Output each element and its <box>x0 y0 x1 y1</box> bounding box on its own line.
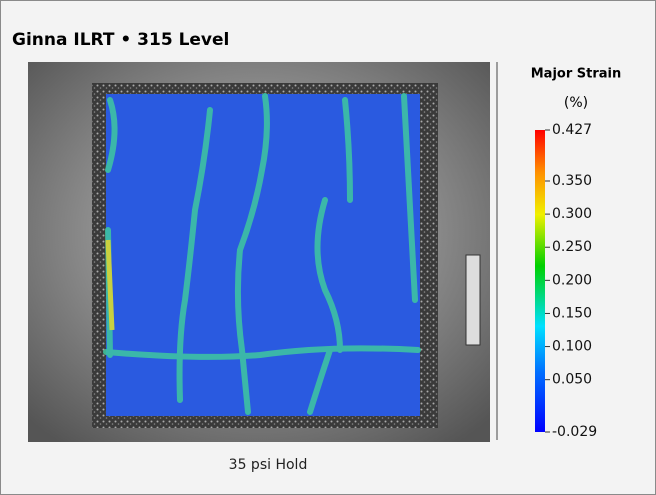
colorbar-tick-label: 0.150 <box>552 305 592 321</box>
colorbar-tick-label: 0.350 <box>552 173 592 189</box>
strain-image <box>28 62 490 442</box>
colorbar-tick-label: 0.100 <box>552 339 592 355</box>
colorbar-unit: (%) <box>564 95 588 111</box>
colorbar-tick-label: 0.427 <box>552 122 592 138</box>
colorbar-tick-label: 0.050 <box>552 372 592 388</box>
colorbar-tick-label: -0.029 <box>552 424 597 440</box>
title: Ginna ILRT • 315 Level <box>12 30 229 50</box>
colorbar-tick-label: 0.200 <box>552 272 592 288</box>
colorbar-tick-label: 0.250 <box>552 239 592 255</box>
caption: 35 psi Hold <box>229 457 308 473</box>
colorbar-tick-label: 0.300 <box>552 206 592 222</box>
colorbar <box>535 130 545 432</box>
colorbar-title: Major Strain <box>531 67 622 82</box>
